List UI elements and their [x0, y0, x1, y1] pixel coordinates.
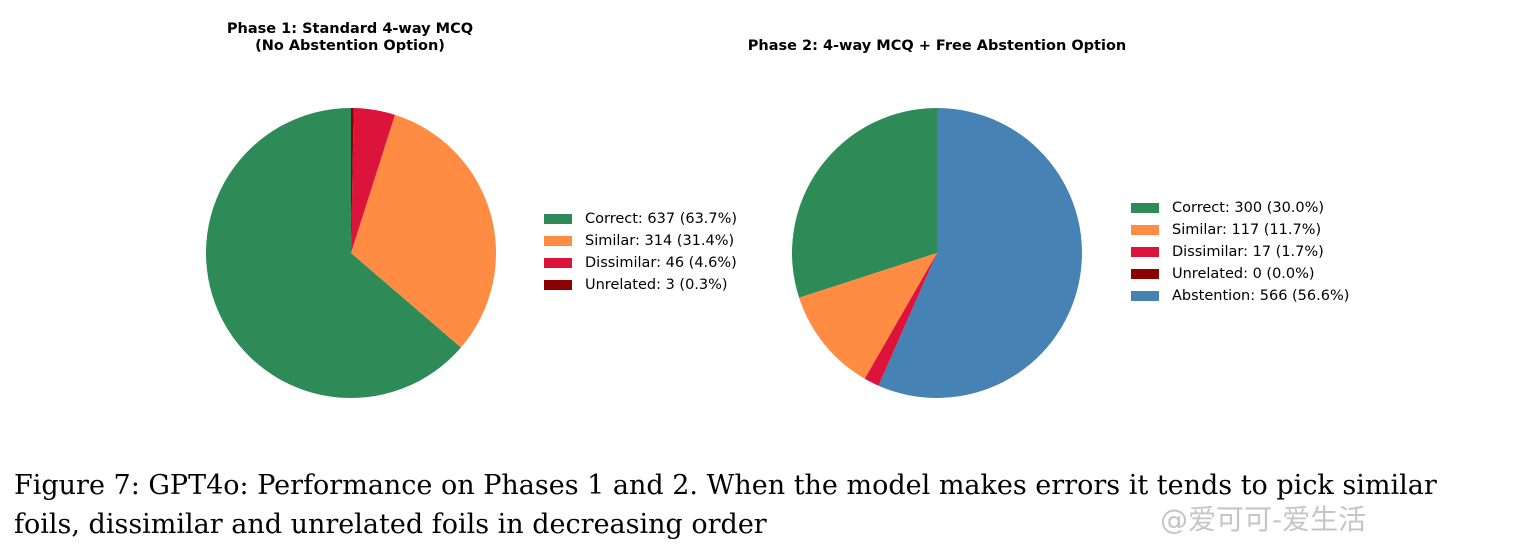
figure-caption: Figure 7: GPT4o: Performance on Phases 1… — [14, 466, 1524, 544]
chart-1-title: Phase 1: Standard 4-way MCQ (No Abstenti… — [150, 21, 550, 55]
legend-swatch — [1131, 203, 1159, 213]
chart-1-legend-item-similar: Similar: 314 (31.4%) — [544, 230, 737, 252]
watermark: @爱可可-爱生活 — [1160, 503, 1367, 536]
legend-swatch — [1131, 225, 1159, 235]
chart-1-slice-unrelated — [351, 108, 354, 253]
chart-2-legend-item-correct: Correct: 300 (30.0%) — [1131, 197, 1349, 219]
caption-line-2: foils, dissimilar and unrelated foils in… — [14, 509, 767, 540]
legend-label: Correct: 637 (63.7%) — [585, 211, 738, 227]
legend-swatch — [544, 258, 572, 268]
chart-2-legend-item-unrelated: Unrelated: 0 (0.0%) — [1131, 263, 1349, 285]
chart-2-legend: Correct: 300 (30.0%) Similar: 117 (11.7%)… — [1131, 197, 1349, 307]
legend-label: Unrelated: 0 (0.0%) — [1172, 266, 1315, 282]
chart-1-title-line-2: (No Abstention Option) — [255, 38, 445, 54]
chart-1-title-line-1: Phase 1: Standard 4-way MCQ — [226, 21, 474, 37]
chart-1-legend-item-unrelated: Unrelated: 3 (0.3%) — [544, 274, 737, 296]
legend-label: Similar: 314 (31.4%) — [585, 233, 735, 249]
chart-1-legend-item-dissimilar: Dissimilar: 46 (4.6%) — [544, 252, 737, 274]
chart-2-legend-item-abstention: Abstention: 566 (56.6%) — [1131, 285, 1349, 307]
chart-2-slice-abstention — [878, 108, 1082, 398]
legend-label: Dissimilar: 46 (4.6%) — [585, 255, 737, 271]
chart-1-legend-item-correct: Correct: 637 (63.7%) — [544, 208, 737, 230]
chart-2-slice-dissimilar — [864, 253, 937, 386]
caption-line-1: Figure 7: GPT4o: Performance on Phases 1… — [14, 470, 1437, 501]
legend-label: Abstention: 566 (56.6%) — [1172, 288, 1350, 304]
legend-swatch — [1131, 269, 1159, 279]
chart-2-legend-item-dissimilar: Dissimilar: 17 (1.7%) — [1131, 241, 1349, 263]
legend-swatch — [544, 236, 572, 246]
legend-label: Similar: 117 (11.7%) — [1172, 222, 1322, 238]
chart-1-slice-similar — [351, 114, 496, 348]
legend-swatch — [544, 214, 572, 224]
chart-2-legend-item-similar: Similar: 117 (11.7%) — [1131, 219, 1349, 241]
legend-label: Correct: 300 (30.0%) — [1172, 200, 1325, 216]
chart-1-legend: Correct: 637 (63.7%) Similar: 314 (31.4%)… — [544, 208, 737, 296]
legend-label: Dissimilar: 17 (1.7%) — [1172, 244, 1324, 260]
legend-swatch — [1131, 247, 1159, 257]
chart-2-slice-similar — [799, 253, 937, 379]
pie-chart-2 — [792, 108, 1082, 398]
chart-2-title: Phase 2: 4-way MCQ + Free Abstention Opt… — [737, 38, 1137, 55]
chart-2-title-line-1: Phase 2: 4-way MCQ + Free Abstention Opt… — [747, 38, 1127, 54]
chart-1-slice-correct — [206, 108, 461, 399]
pie-chart-1 — [206, 108, 496, 399]
legend-swatch — [1131, 291, 1159, 301]
legend-label: Unrelated: 3 (0.3%) — [585, 277, 728, 293]
chart-1-slice-dissimilar — [351, 108, 395, 253]
chart-2-slice-correct — [792, 108, 937, 298]
legend-swatch — [544, 280, 572, 290]
